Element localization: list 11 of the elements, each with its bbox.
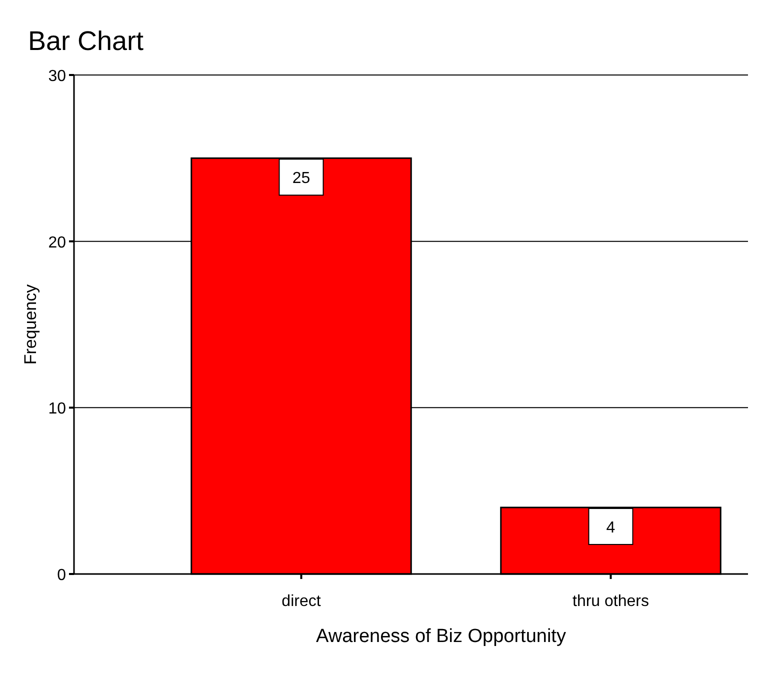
x-tick-label: thru others — [572, 593, 649, 610]
y-tick-label: 30 — [48, 68, 66, 85]
y-tick-label: 0 — [57, 567, 66, 584]
y-axis-title: Frequency — [21, 284, 40, 365]
chart-title: Bar Chart — [28, 26, 144, 56]
y-tick-label: 20 — [48, 234, 66, 252]
x-tick-label: direct — [282, 593, 322, 610]
y-tick-label: 10 — [48, 400, 66, 418]
data-label: 25 — [292, 170, 310, 188]
x-axis-title: Awareness of Biz Opportunity — [316, 626, 566, 647]
data-label: 4 — [606, 519, 616, 536]
